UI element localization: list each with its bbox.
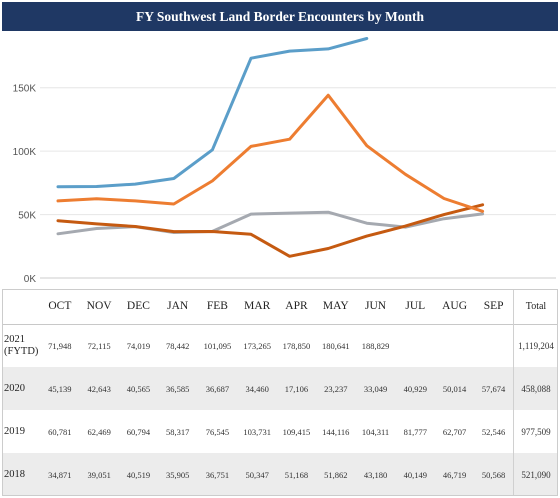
table-cell: 60,781 <box>48 426 72 437</box>
table-cell: 36,751 <box>197 453 238 496</box>
data-table-container: OCT NOV DEC JAN FEB MAR APR MAY JUN JUL … <box>2 289 558 496</box>
table-cell: 43,180 <box>355 453 396 496</box>
table-row: 2021 (FYTD) 71,948 72,115 74,019 78,442 101,0… <box>2 323 558 367</box>
table-cell: 50,347 <box>237 453 277 496</box>
table-cell <box>434 323 475 367</box>
row-year-label: 2020 <box>2 367 41 410</box>
line-chart: 0K 50K 100K 150K <box>13 37 556 285</box>
series-line-2021 <box>56 37 369 189</box>
table-cell: 81,777 <box>403 426 427 437</box>
table-cell: 57,674 <box>474 367 514 410</box>
y-tick-label: 100K <box>13 147 37 158</box>
table-cell <box>395 323 435 367</box>
table-cell: 71,948 <box>40 323 80 367</box>
table-cell: 50,568 <box>474 453 514 496</box>
header-month: FEB <box>206 300 228 313</box>
table-row: 2019 60,781 62,469 60,794 58,317 76,545 103,73… <box>2 410 558 453</box>
table-cell: 50,014 <box>434 367 475 410</box>
data-table: OCT NOV DEC JAN FEB MAR APR MAY JUN JUL … <box>2 289 558 496</box>
table-header-row: OCT NOV DEC JAN FEB MAR APR MAY JUN JUL … <box>2 289 558 324</box>
header-month: JUL <box>405 300 426 313</box>
table-cell: 178,850 <box>276 323 317 367</box>
row-year-label: 2019 <box>4 425 25 437</box>
header-corner <box>2 289 40 324</box>
table-cell <box>474 323 514 367</box>
table-cell: 76,545 <box>205 426 230 437</box>
table-cell: 180,641 <box>316 323 356 367</box>
table-cell: 62,707 <box>442 426 467 437</box>
table-cell: 34,460 <box>237 367 277 410</box>
series-line-2019 <box>56 93 485 213</box>
table-cell: 33,049 <box>355 367 396 410</box>
table-cell: 36,687 <box>197 367 238 410</box>
row-year-label: 2021 (FYTD) <box>2 323 41 367</box>
table-cell: 45,139 <box>40 367 80 410</box>
header-month: SEP <box>483 300 504 313</box>
table-cell: 101,095 <box>197 323 238 367</box>
y-tick-label: 150K <box>13 84 37 95</box>
table-cell: 74,019 <box>118 323 159 367</box>
chart-title: FY Southwest Land Border Encounters by M… <box>2 2 558 31</box>
row-total: 977,509 <box>512 410 558 453</box>
header-month: DEC <box>126 300 150 313</box>
row-total: 458,088 <box>512 367 558 410</box>
table-cell: 62,469 <box>87 426 111 437</box>
table-body: 2021 (FYTD) 71,948 72,115 74,019 78,442 101,0… <box>2 323 558 496</box>
table-cell: 17,106 <box>276 367 317 410</box>
table-row: 2018 34,871 39,051 40,519 35,905 36,751 50,347… <box>2 453 558 496</box>
table-cell: 39,051 <box>79 453 119 496</box>
table-cell: 173,265 <box>237 323 277 367</box>
table-cell: 40,929 <box>395 367 435 410</box>
header-month: OCT <box>48 300 72 313</box>
table-cell: 109,415 <box>282 426 311 437</box>
table-cell: 51,168 <box>276 453 317 496</box>
table-cell: 51,862 <box>316 453 356 496</box>
table-cell: 103,731 <box>243 426 272 437</box>
table-cell: 46,719 <box>434 453 475 496</box>
row-year-label: 2018 <box>2 453 41 496</box>
table-row: 2020 45,139 42,643 40,565 36,585 36,687 34,460… <box>2 367 558 410</box>
table-cell: 104,311 <box>361 426 390 437</box>
y-tick-label: 50K <box>18 211 36 222</box>
table-cell: 34,871 <box>40 453 80 496</box>
header-month: MAR <box>244 300 271 313</box>
table-cell: 52,546 <box>481 426 506 437</box>
table-cell: 42,643 <box>79 367 119 410</box>
table-cell: 144,116 <box>322 426 350 437</box>
table-cell: 35,905 <box>158 453 198 496</box>
table-cell: 72,115 <box>79 323 119 367</box>
header-month: MAY <box>322 300 349 313</box>
row-total: 521,090 <box>512 453 558 496</box>
table-cell: 60,794 <box>126 426 151 437</box>
table-cell: 58,317 <box>165 426 190 437</box>
header-month: JUN <box>364 300 387 313</box>
header-total: Total <box>512 289 558 324</box>
table-cell: 188,829 <box>355 323 396 367</box>
y-tick-label: 0K <box>24 274 37 285</box>
header-month: APR <box>285 300 308 313</box>
table-cell: 40,565 <box>118 367 159 410</box>
table-cell: 23,237 <box>316 367 356 410</box>
table-cell: 36,585 <box>158 367 198 410</box>
header-month: JAN <box>167 300 189 313</box>
header-month: NOV <box>86 300 112 313</box>
table-cell: 40,519 <box>118 453 159 496</box>
series-line-2020 <box>56 203 485 258</box>
table-cell: 40,149 <box>395 453 435 496</box>
table-cell: 78,442 <box>158 323 198 367</box>
header-month: AUG <box>442 300 468 313</box>
row-total: 1,119,204 <box>512 323 558 367</box>
